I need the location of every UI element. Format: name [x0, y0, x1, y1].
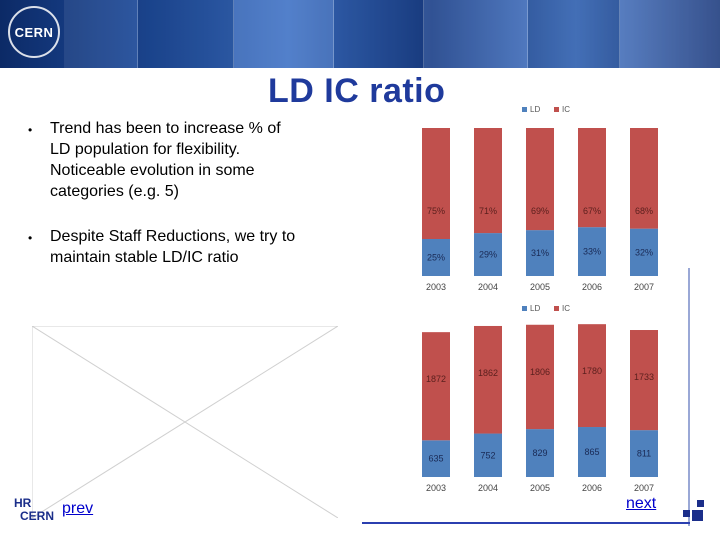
- data-label-ld-2007: 32%: [635, 247, 653, 257]
- x-tick-label-2006: 2006: [582, 483, 602, 493]
- x-tick-label-2007: 2007: [634, 483, 654, 493]
- bar-ic-2003: [422, 332, 450, 441]
- x-tick-label-2004: 2004: [478, 282, 498, 292]
- data-label-ld-2005: 31%: [531, 248, 549, 258]
- banner-image-tile: [64, 0, 138, 68]
- bar-ld-2004: [474, 433, 502, 477]
- legend-label-ic: IC: [562, 105, 570, 114]
- data-label-ld-2006: 865: [584, 447, 599, 457]
- bar-ic-2004: [474, 325, 502, 434]
- data-label-ld-2004: 752: [480, 450, 495, 460]
- hr-cern-logo: HR CERN: [10, 496, 60, 526]
- bottom-divider: [362, 522, 690, 524]
- legend-swatch-ld: [522, 306, 527, 311]
- data-label-ic-2004: 71%: [479, 206, 497, 216]
- data-label-ic-2005: 69%: [531, 206, 549, 216]
- bar-ld-2006: [578, 427, 606, 477]
- banner-image-tile: [424, 0, 528, 68]
- cern-logo: CERN: [8, 6, 60, 58]
- bullet-list: • Trend has been to increase % of LD pop…: [28, 118, 296, 292]
- cern-logo-text: CERN: [14, 24, 54, 40]
- bar-ld-2003: [422, 440, 450, 477]
- bar-ld-2005: [526, 429, 554, 477]
- bar-ld-2003: [422, 239, 450, 276]
- banner-image-tile: [528, 0, 620, 68]
- bar-ic-2004: [474, 128, 502, 234]
- prev-link[interactable]: prev: [62, 500, 94, 517]
- data-label-ld-2007: 811: [637, 449, 651, 459]
- x-tick-label-2003: 2003: [426, 483, 446, 493]
- bullet-item: • Trend has been to increase % of LD pop…: [28, 118, 296, 202]
- x-tick-label-2007: 2007: [634, 282, 654, 292]
- x-tick-label-2005: 2005: [530, 483, 550, 493]
- data-label-ic-2007: 1733: [634, 372, 654, 382]
- bar-ic-2006: [578, 128, 606, 228]
- right-divider: [688, 268, 690, 526]
- data-label-ld-2005: 829: [532, 448, 547, 458]
- banner-image-tile: [334, 0, 424, 68]
- bar-ic-2007: [630, 330, 658, 431]
- legend-swatch-ic: [554, 306, 559, 311]
- bullet-item: • Despite Staff Reductions, we try to ma…: [28, 226, 296, 268]
- header-banner: CERN: [0, 0, 720, 68]
- data-label-ic-2006: 1780: [582, 366, 602, 376]
- bar-ld-2004: [474, 233, 502, 276]
- data-label-ic-2003: 75%: [427, 206, 445, 216]
- bar-ic-2006: [578, 324, 606, 428]
- bar-ld-2007: [630, 228, 658, 276]
- bar-ld-2005: [526, 230, 554, 276]
- bar-ic-2007: [630, 128, 658, 229]
- squares-icon: [683, 500, 707, 522]
- data-label-ld-2004: 29%: [479, 250, 497, 260]
- bar-ld-2007: [630, 430, 658, 477]
- x-tick-label-2004: 2004: [478, 483, 498, 493]
- x-tick-label-2006: 2006: [582, 282, 602, 292]
- data-label-ld-2006: 33%: [583, 247, 601, 257]
- banner-image-tile: [234, 0, 334, 68]
- data-label-ic-2004: 1862: [478, 368, 498, 378]
- hr-logo-cern-text: CERN: [20, 509, 55, 523]
- legend-label-ld: LD: [530, 105, 540, 114]
- banner-image-tile: [138, 0, 234, 68]
- legend-label-ic: IC: [562, 304, 570, 313]
- next-link[interactable]: next: [626, 495, 657, 512]
- bullet-glyph: •: [28, 123, 33, 137]
- slide-title: LD IC ratio: [268, 72, 446, 110]
- legend-swatch-ld: [522, 107, 527, 112]
- hr-logo-text: HR: [14, 496, 32, 510]
- data-label-ic-2006: 67%: [583, 206, 601, 216]
- data-label-ld-2003: 25%: [427, 253, 445, 263]
- banner-image-tile: [620, 0, 720, 68]
- x-tick-label-2005: 2005: [530, 282, 550, 292]
- bar-ic-2005: [526, 128, 554, 231]
- bar-ic-2005: [526, 324, 554, 430]
- x-tick-label-2003: 2003: [426, 282, 446, 292]
- bullet-text: Despite Staff Reductions, we try to main…: [50, 228, 296, 266]
- ld-ic-headcount-chart: LD IC 635 1872 2003 752 1862 2004 829 1806 2005 865…: [422, 304, 658, 493]
- data-label-ic-2007: 68%: [635, 206, 653, 216]
- data-label-ld-2003: 635: [428, 454, 443, 464]
- legend-swatch-ic: [554, 107, 559, 112]
- bar-ic-2003: [422, 128, 450, 239]
- ld-ic-percentage-chart: LD IC 25% 75% 2003 29% 71% 2004 31% 69% 2005 33% 67%…: [422, 105, 658, 292]
- data-label-ic-2005: 1806: [530, 367, 550, 377]
- bullet-text: Trend has been to increase % of LD popul…: [50, 120, 281, 200]
- bullet-glyph: •: [28, 231, 33, 245]
- empty-image-placeholder: [32, 326, 338, 518]
- data-label-ic-2003: 1872: [426, 374, 446, 384]
- bar-ld-2006: [578, 227, 606, 276]
- legend-label-ld: LD: [530, 304, 540, 313]
